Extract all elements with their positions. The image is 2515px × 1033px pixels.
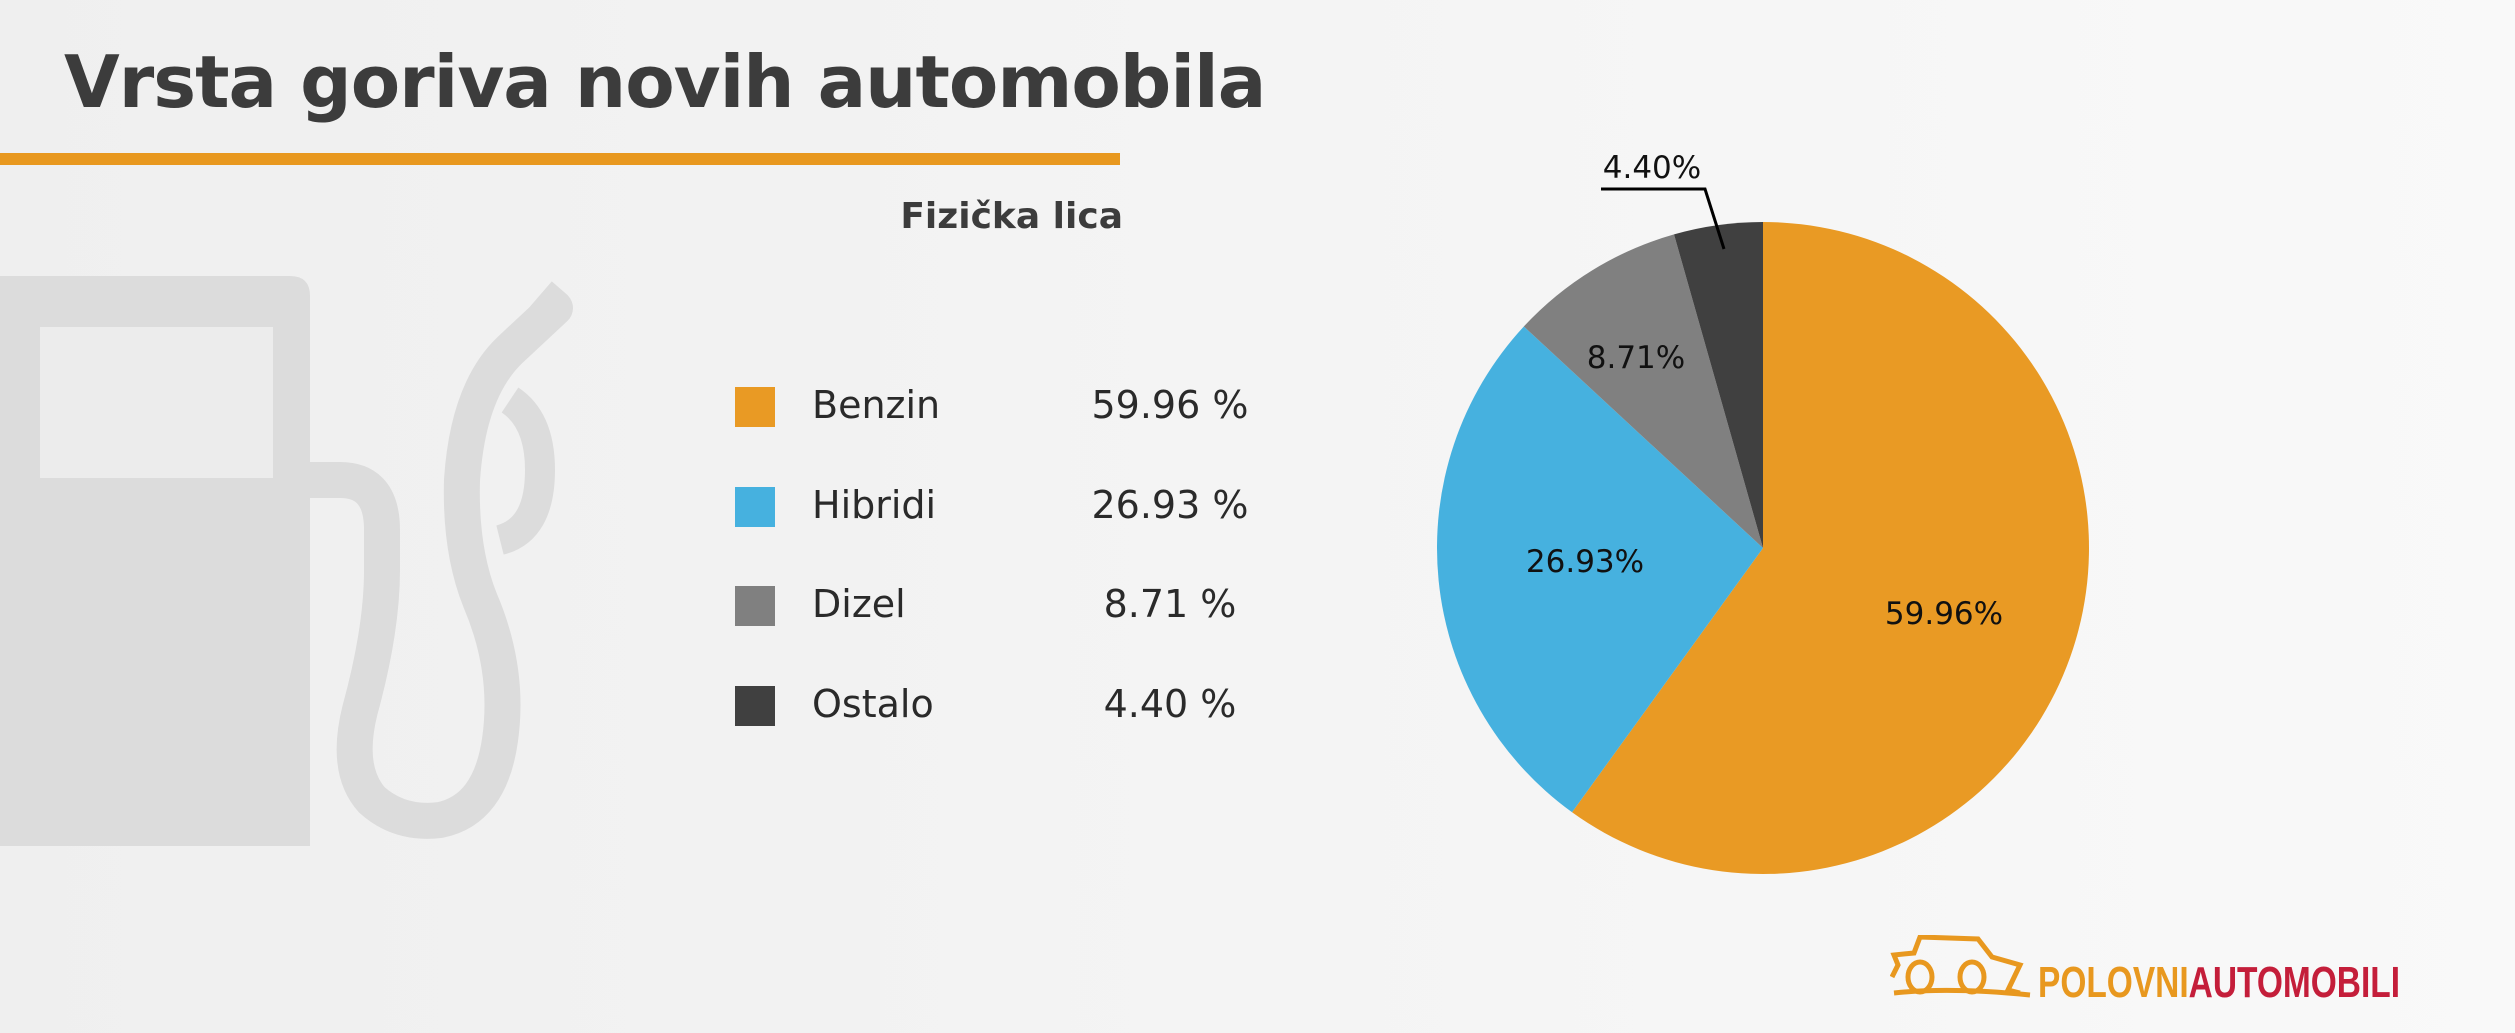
legend-item-dizel: Dizel 8.71 % [735, 582, 1236, 628]
pie-slice-ostalo [1674, 222, 1763, 548]
logo-text-automobili: AUTOMOBILI [2189, 958, 2400, 1007]
legend-label: Dizel [812, 582, 906, 626]
legend-swatch [735, 686, 775, 726]
data-label-benzin: 59.96% [1885, 596, 2003, 632]
legend-value: 26.93 % [1091, 483, 1249, 527]
svg-text:POLOVNIAUTOMOBILI: POLOVNIAUTOMOBILI [2038, 958, 2400, 1007]
chart-subtitle: Fizička lica [900, 196, 1123, 237]
legend-item-ostalo: Ostalo 4.40 % [735, 682, 1236, 728]
chart-title: Vrsta goriva novih automobila [64, 40, 1266, 124]
legend-label: Hibridi [812, 483, 937, 527]
car-logo-icon [1890, 935, 2031, 998]
pie-slice-benzin [1572, 222, 2089, 874]
data-label-dizel: 8.71% [1587, 340, 1685, 376]
legend-value: 4.40 % [1103, 682, 1237, 726]
legend-label: Benzin [812, 383, 941, 427]
legend-swatch [735, 487, 775, 527]
legend-item-hibridi: Hibridi 26.93 % [735, 483, 1248, 529]
legend-swatch [735, 586, 775, 626]
fuel-pump-icon [0, 276, 573, 846]
legend-item-benzin: Benzin 59.96 % [735, 383, 1248, 429]
legend-label: Ostalo [812, 682, 934, 726]
legend-value: 59.96 % [1091, 383, 1249, 427]
logo: POLOVNIAUTOMOBILI [1890, 935, 2400, 1007]
legend-value: 8.71 % [1103, 582, 1237, 626]
data-label-ostalo: 4.40% [1603, 150, 1701, 186]
pie-slice-dizel [1523, 234, 1763, 549]
pie-slice-hibridi [1437, 326, 1763, 813]
leader-line [1601, 187, 1726, 250]
logo-text-polovni: POLOVNI [2038, 958, 2189, 1007]
title-underline [0, 153, 1120, 165]
legend-swatch [735, 387, 775, 427]
data-label-hibridi: 26.93% [1526, 544, 1644, 580]
